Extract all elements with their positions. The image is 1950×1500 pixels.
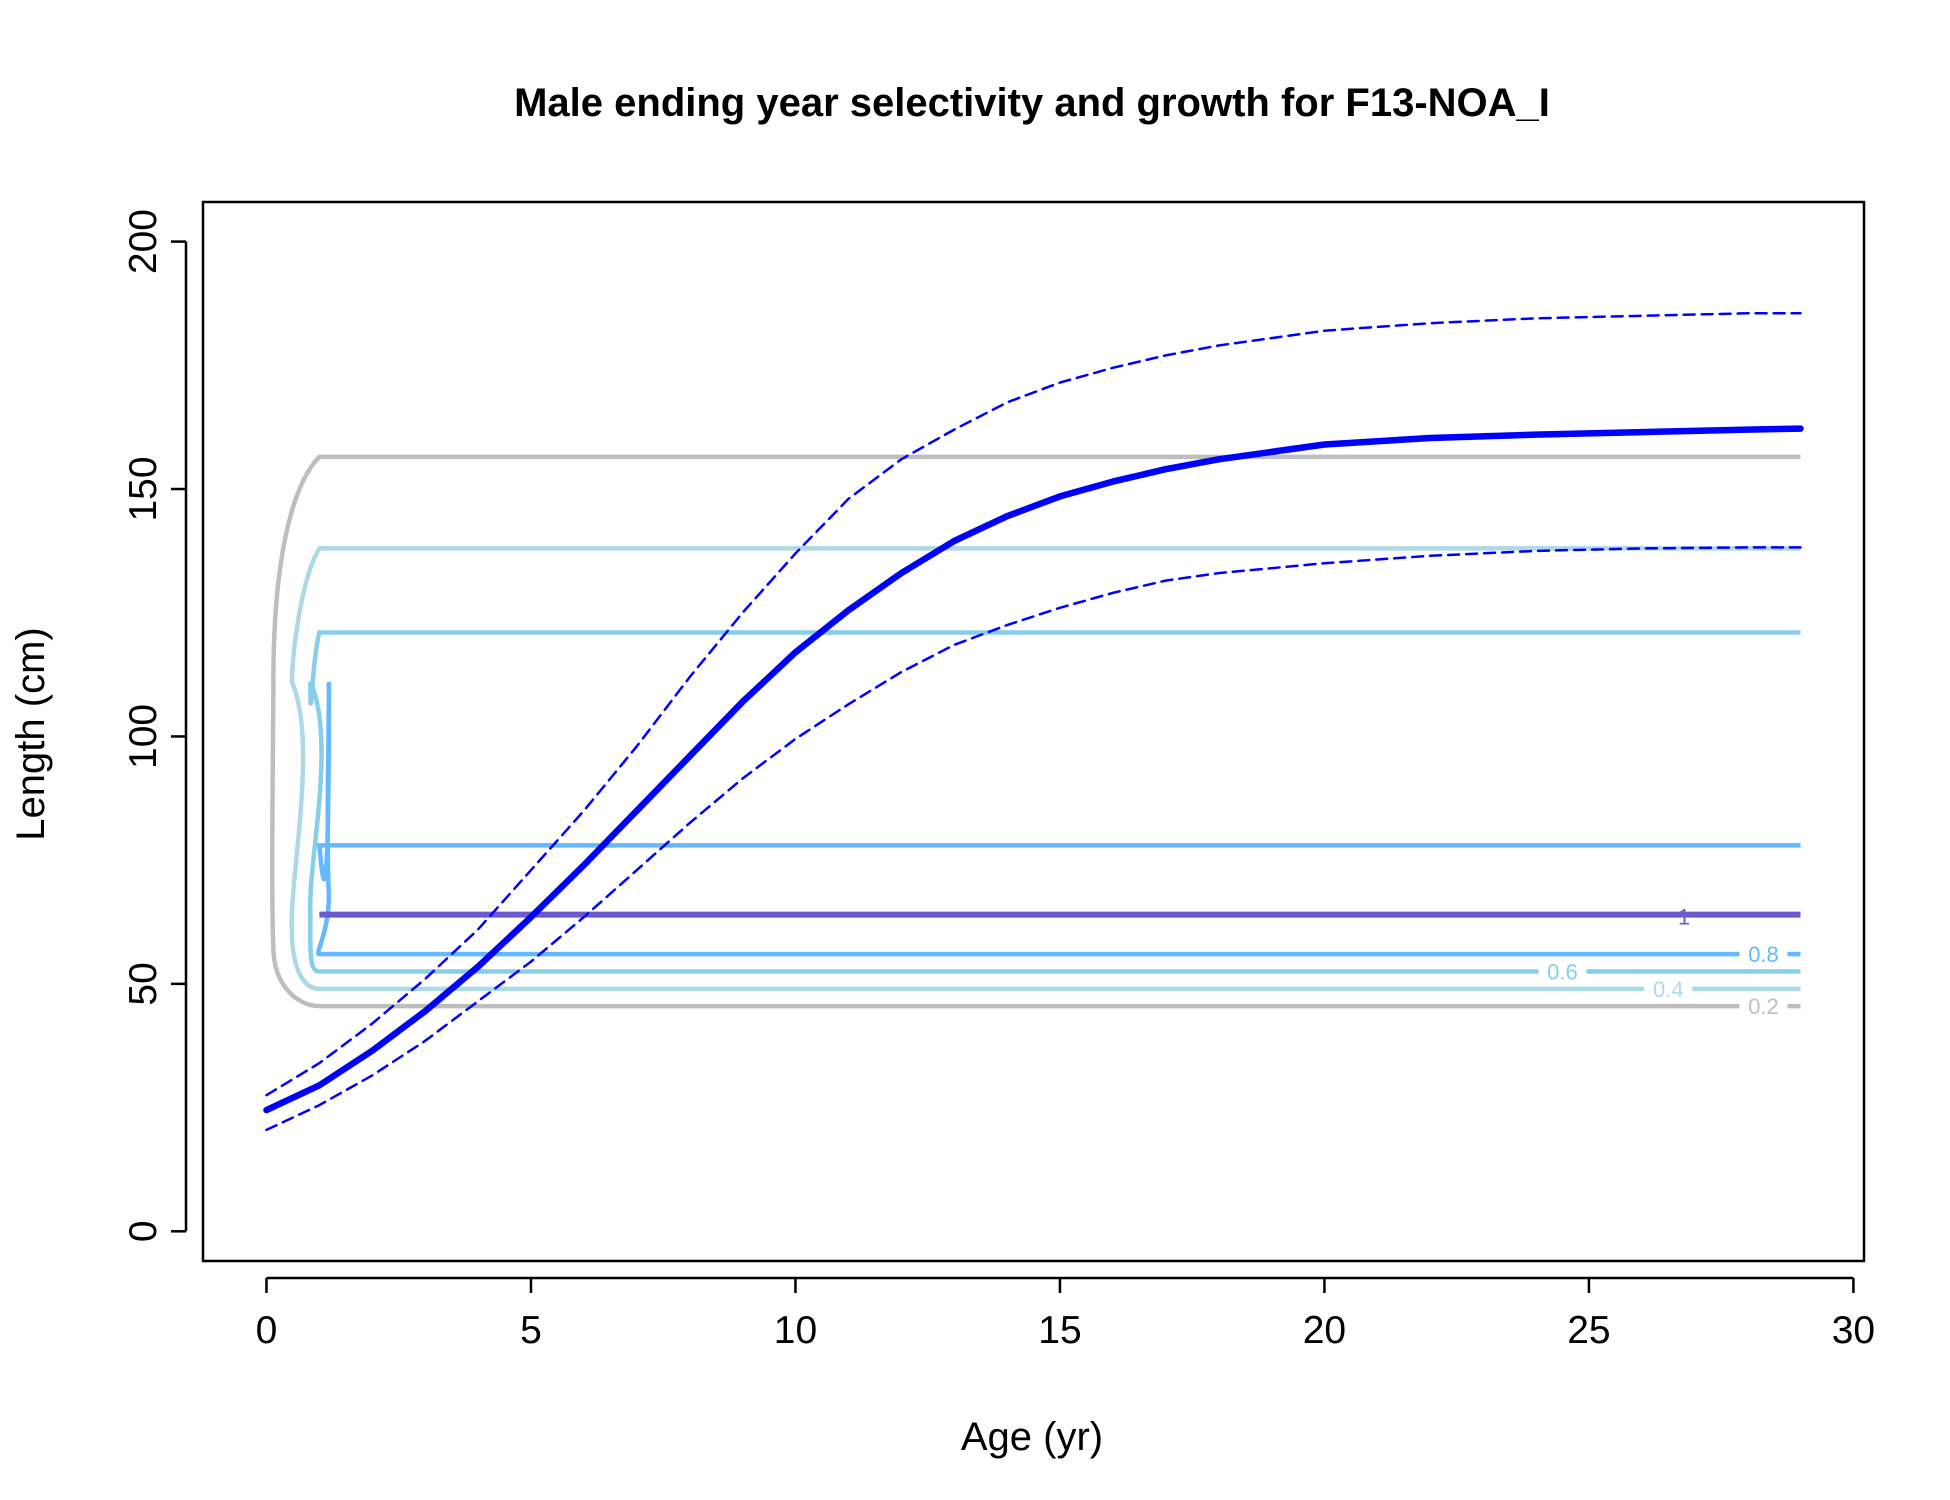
y-axis-label: Length (cm)	[9, 627, 53, 840]
x-axis: 0 5 10 15 20 25 30	[256, 1276, 1875, 1352]
y-axis: 0 50 100 150 200	[122, 209, 188, 1242]
x-tick-label: 0	[256, 1309, 278, 1352]
contour-0.2	[269, 454, 1801, 1009]
y-tick-label: 150	[122, 456, 165, 521]
contour-label-0.4: 0.4	[1653, 977, 1684, 1002]
x-tick-label: 15	[1038, 1309, 1081, 1352]
x-tick-label: 10	[774, 1309, 817, 1352]
contour-0.8	[316, 682, 1801, 957]
contour-label-1: 1	[1678, 905, 1690, 930]
y-tick-label: 200	[122, 209, 165, 274]
contour-0.4	[289, 546, 1801, 992]
contour-0.6	[307, 630, 1801, 974]
contour-label-bg	[1644, 976, 1693, 1001]
plot-frame	[201, 200, 1866, 1263]
y-tick-label: 50	[122, 962, 165, 1005]
growth-lower-ci-line	[265, 546, 1802, 1132]
y-tick-label: 0	[122, 1220, 165, 1242]
x-tick-label: 25	[1567, 1309, 1610, 1352]
contour-label-bg	[1538, 959, 1587, 984]
contour-label-bg	[1739, 994, 1788, 1019]
x-tick-label: 30	[1832, 1309, 1875, 1352]
contour-label-0.8: 0.8	[1748, 942, 1779, 967]
chart-title: Male ending year selectivity and growth …	[514, 81, 1550, 125]
selectivity-contours: 0.2 0.4 0.6 0.8 1	[269, 454, 1801, 1019]
x-tick-label: 5	[520, 1309, 542, 1352]
y-tick-label: 100	[122, 704, 165, 769]
growth-mean-line	[263, 425, 1804, 1114]
contour-label-bg	[1739, 942, 1788, 967]
plot-area: 0.2 0.4 0.6 0.8 1	[263, 312, 1804, 1132]
contour-label-0.2: 0.2	[1748, 994, 1779, 1019]
x-tick-label: 20	[1303, 1309, 1346, 1352]
growth-curves	[263, 312, 1804, 1132]
x-axis-label: Age (yr)	[961, 1415, 1103, 1459]
contour-label-0.6: 0.6	[1547, 960, 1578, 985]
